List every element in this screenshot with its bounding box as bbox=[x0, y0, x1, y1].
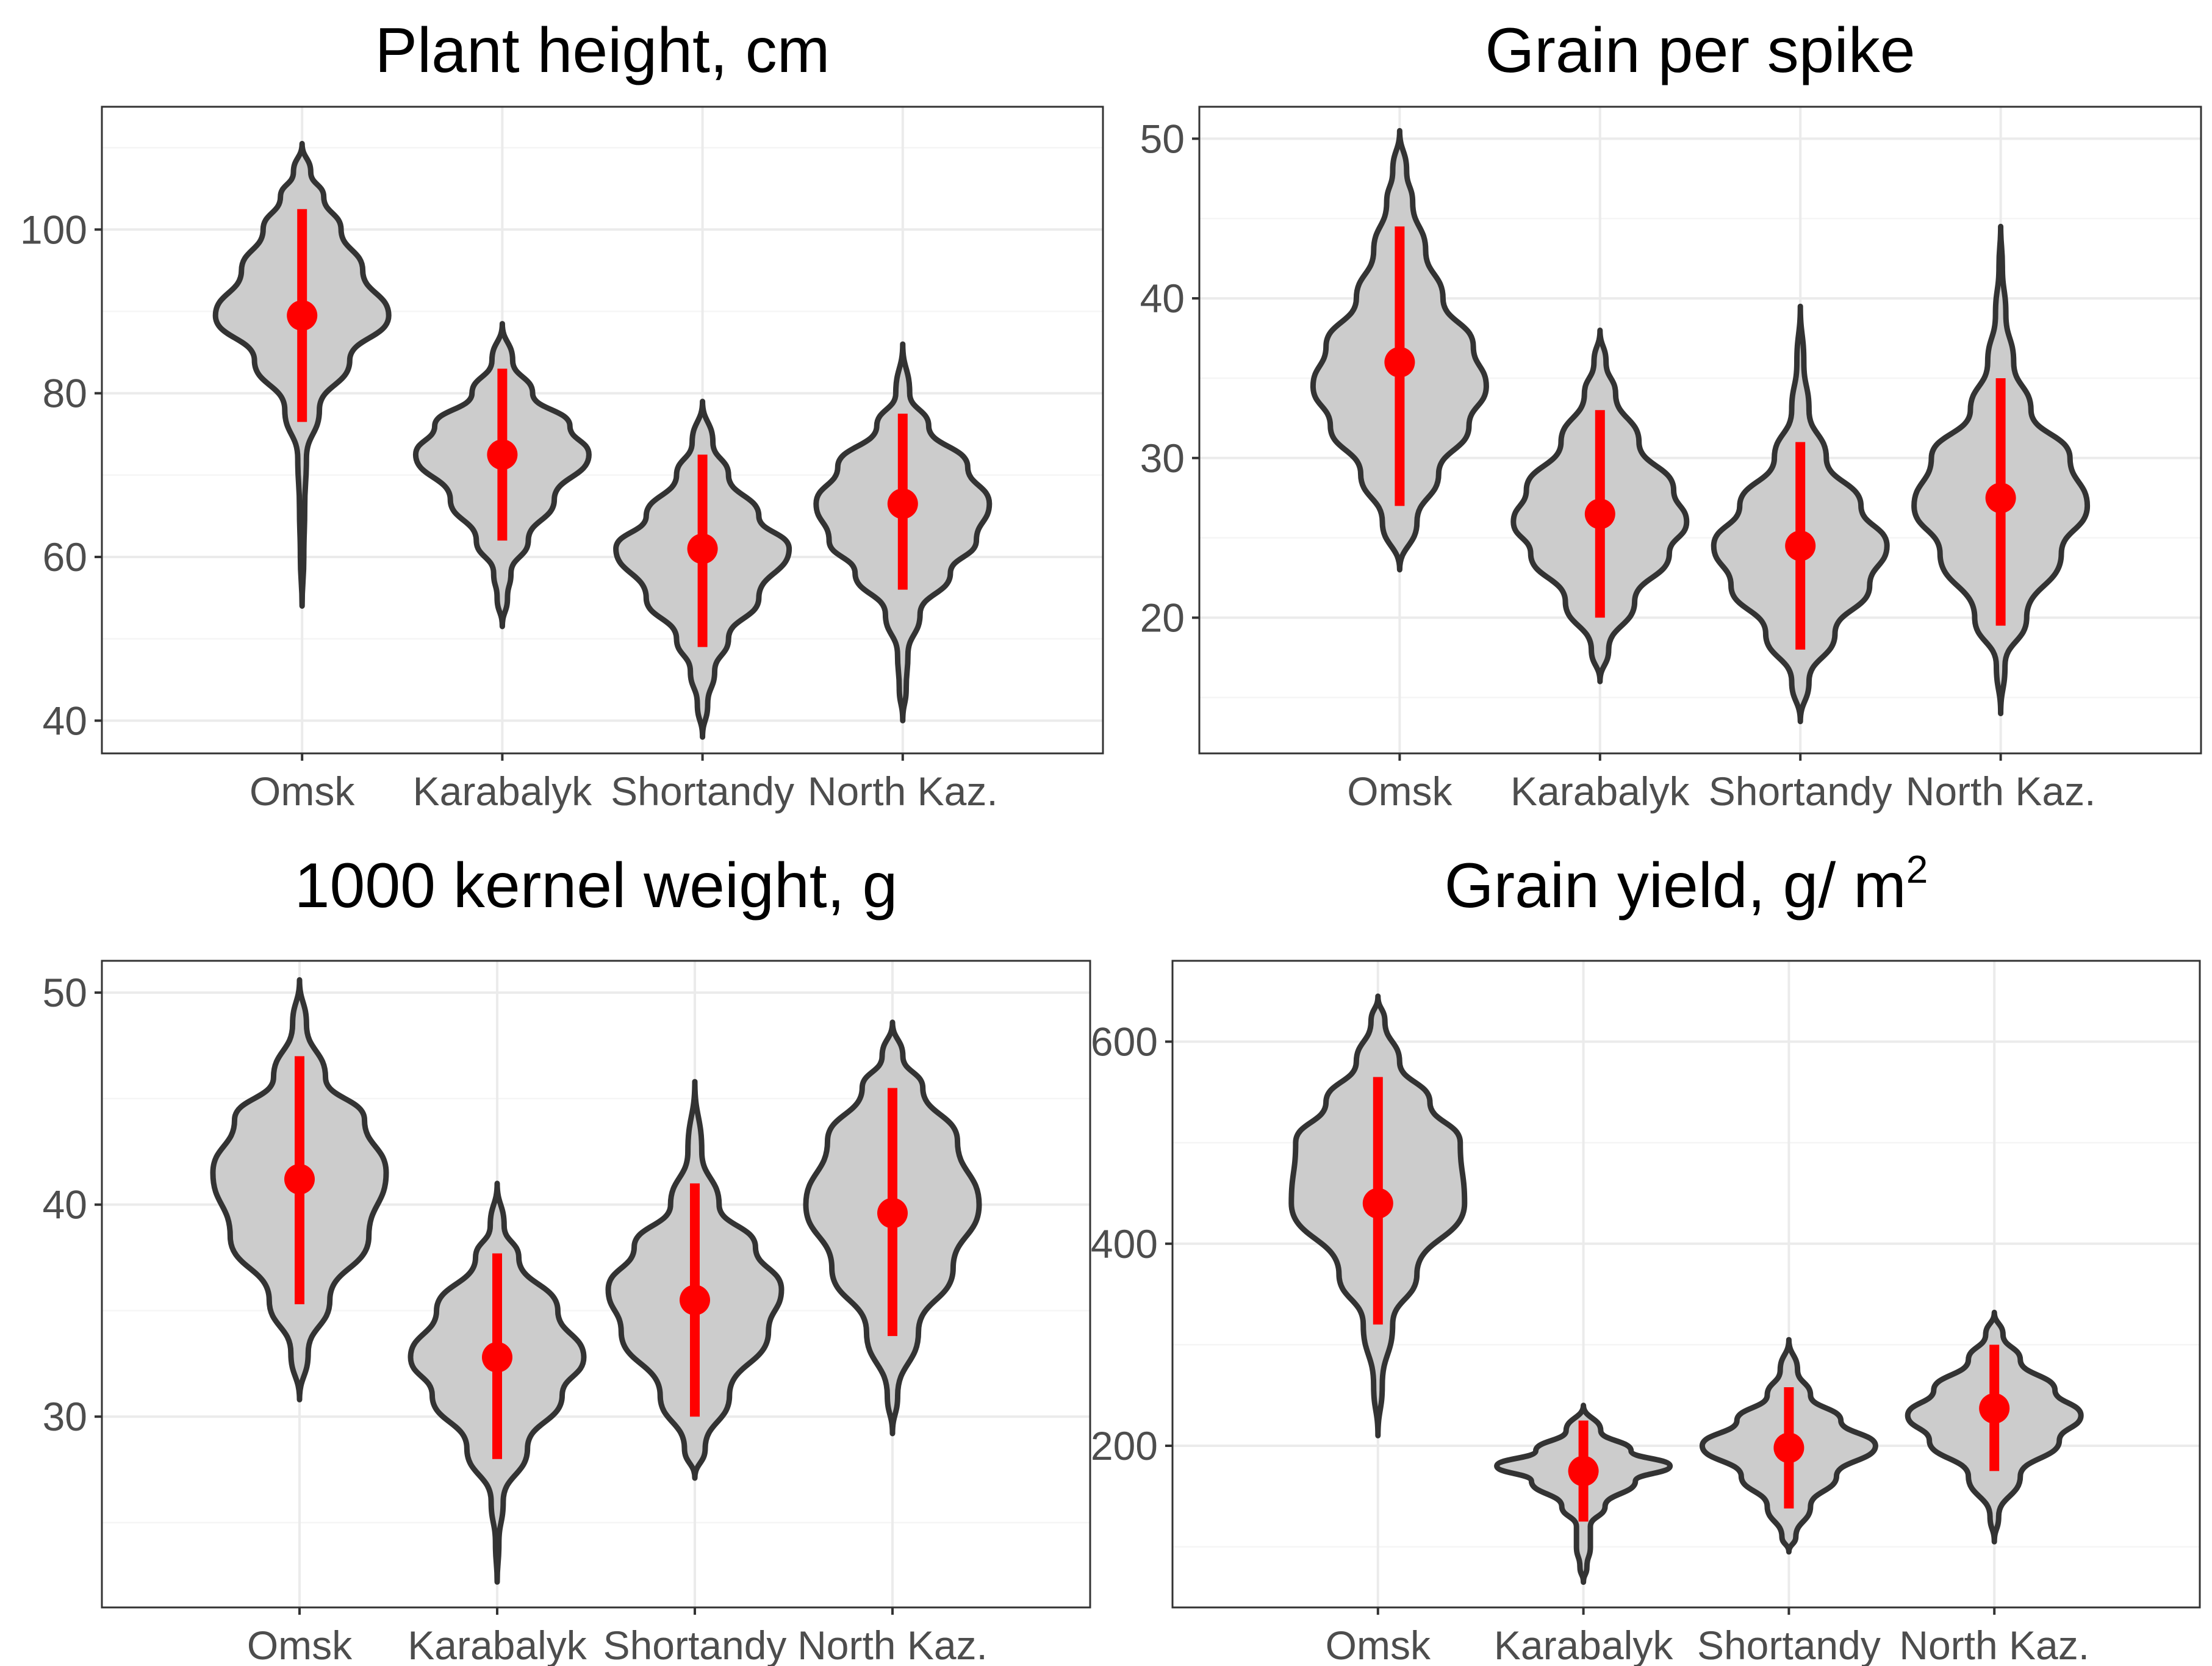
panel-title: Plant height, cm bbox=[375, 15, 830, 86]
x-tick-label-shortandy: Shortandy bbox=[611, 769, 794, 814]
panel-kernel-weight: 1000 kernel weight, g 30 40 50 Omsk Karabaly… bbox=[43, 850, 1091, 1666]
y-axis: 30 40 50 bbox=[43, 970, 102, 1439]
panel-border bbox=[1198, 106, 2202, 755]
mean-point-north-kaz bbox=[877, 1197, 908, 1229]
mean-point-karabalyk bbox=[487, 439, 518, 470]
x-axis: Omsk Karabalyk Shortandy North Kaz. bbox=[1326, 1607, 2089, 1666]
x-tick-label-omsk: Omsk bbox=[1347, 769, 1453, 814]
mean-point-karabalyk bbox=[1584, 498, 1615, 530]
y-tick-label: 600 bbox=[1091, 1019, 1158, 1065]
summary-stats bbox=[284, 1056, 908, 1459]
x-tick-label-north-kaz: North Kaz. bbox=[797, 1623, 988, 1666]
mean-point-shortandy bbox=[1773, 1432, 1804, 1463]
panel-border bbox=[1171, 960, 2201, 1609]
panel-plant-height: Plant height, cm 40 60 80 100 Omsk Karabalyk S… bbox=[20, 15, 1104, 814]
panel-title: Grain yield, g/ m2 bbox=[1445, 847, 1928, 921]
y-tick-label: 30 bbox=[1140, 436, 1185, 481]
summary-stats bbox=[1384, 226, 2016, 650]
mean-point-north-kaz bbox=[887, 488, 918, 519]
mean-point-north-kaz bbox=[1979, 1393, 2010, 1424]
x-tick-label-karabalyk: Karabalyk bbox=[1494, 1623, 1673, 1666]
y-tick-label: 40 bbox=[43, 698, 87, 743]
x-axis: Omsk Karabalyk Shortandy North Kaz. bbox=[250, 753, 998, 814]
summary-stats bbox=[287, 209, 918, 647]
y-tick-label: 100 bbox=[20, 207, 87, 252]
y-tick-label: 40 bbox=[1140, 276, 1185, 321]
x-tick-label-north-kaz: North Kaz. bbox=[1906, 769, 2096, 814]
x-tick-label-omsk: Omsk bbox=[247, 1623, 353, 1666]
panel-title-superscript: 2 bbox=[1906, 847, 1928, 891]
x-tick-label-shortandy: Shortandy bbox=[1697, 1623, 1881, 1666]
y-axis: 200 400 600 bbox=[1091, 1019, 1172, 1468]
y-axis: 40 60 80 100 bbox=[20, 207, 102, 743]
mean-point-north-kaz bbox=[1985, 483, 2016, 514]
mean-point-omsk bbox=[1362, 1188, 1393, 1219]
y-tick-label: 30 bbox=[43, 1394, 87, 1439]
x-tick-label-karabalyk: Karabalyk bbox=[413, 769, 592, 814]
mean-point-omsk bbox=[287, 300, 318, 331]
panel-grain-per-spike: Grain per spike 20 30 40 50 Omsk Karabalyk Sho… bbox=[1140, 15, 2202, 814]
summary-stats bbox=[1362, 1077, 2010, 1522]
mean-point-omsk bbox=[284, 1163, 315, 1194]
y-tick-label: 20 bbox=[1140, 595, 1185, 641]
mean-point-shortandy bbox=[1785, 530, 1816, 561]
x-axis: Omsk Karabalyk Shortandy North Kaz. bbox=[247, 1607, 988, 1666]
x-tick-label-karabalyk: Karabalyk bbox=[1510, 769, 1690, 814]
y-tick-label: 60 bbox=[43, 534, 87, 580]
x-tick-label-omsk: Omsk bbox=[1326, 1623, 1431, 1666]
x-tick-label-north-kaz: North Kaz. bbox=[808, 769, 998, 814]
y-tick-label: 200 bbox=[1091, 1423, 1158, 1468]
panel-border bbox=[101, 960, 1091, 1609]
panel-grain-yield: Grain yield, g/ m2 200 400 600 Omsk Karabaly… bbox=[1091, 847, 2201, 1666]
x-tick-label-shortandy: Shortandy bbox=[603, 1623, 787, 1666]
mean-point-shortandy bbox=[687, 533, 718, 564]
x-tick-label-omsk: Omsk bbox=[250, 769, 355, 814]
panel-title-main: Grain yield, g/ m bbox=[1445, 850, 1906, 921]
y-tick-label: 40 bbox=[43, 1182, 87, 1227]
y-tick-label: 80 bbox=[43, 371, 87, 416]
y-tick-label: 50 bbox=[43, 970, 87, 1015]
y-tick-label: 50 bbox=[1140, 116, 1185, 161]
panel-title: 1000 kernel weight, g bbox=[295, 850, 898, 921]
y-tick-label: 400 bbox=[1091, 1221, 1158, 1266]
mean-point-omsk bbox=[1384, 346, 1415, 378]
x-axis: Omsk Karabalyk Shortandy North Kaz. bbox=[1347, 753, 2095, 814]
mean-point-shortandy bbox=[680, 1285, 710, 1316]
x-tick-label-shortandy: Shortandy bbox=[1709, 769, 1892, 814]
mean-point-karabalyk bbox=[482, 1341, 512, 1373]
x-tick-label-karabalyk: Karabalyk bbox=[408, 1623, 587, 1666]
mean-point-karabalyk bbox=[1568, 1456, 1599, 1487]
panel-border bbox=[101, 106, 1104, 755]
panel-title: Grain per spike bbox=[1485, 15, 1915, 86]
y-axis: 20 30 40 50 bbox=[1140, 116, 1199, 641]
x-tick-label-north-kaz: North Kaz. bbox=[1899, 1623, 2089, 1666]
